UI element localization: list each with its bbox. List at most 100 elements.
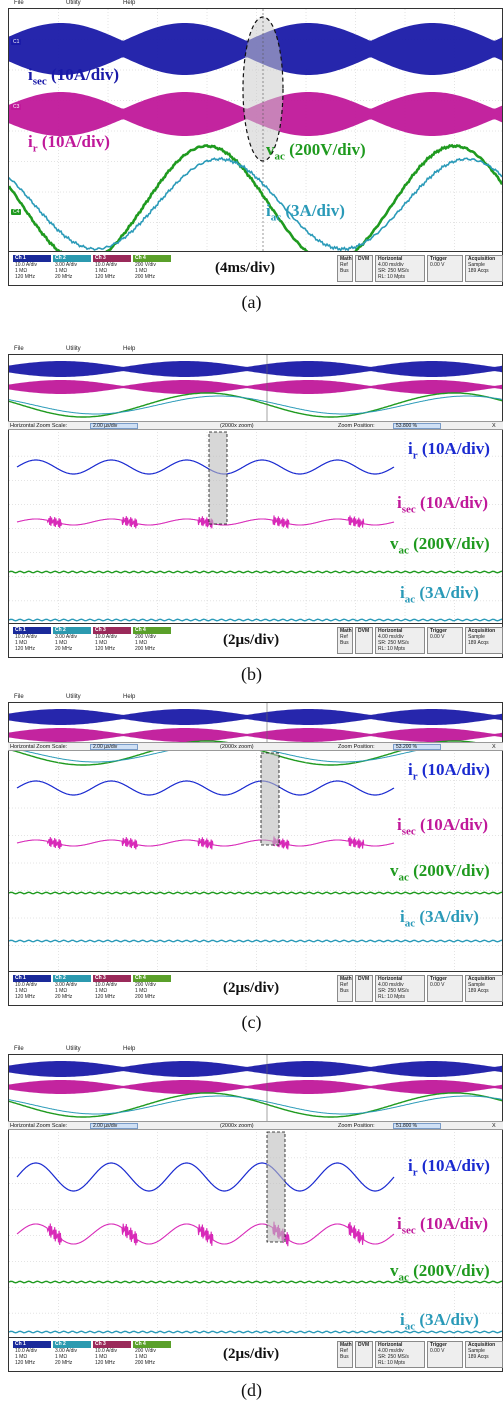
zoom-position-label: Zoom Position: xyxy=(338,423,375,429)
math-ref-bus-button-line: Math xyxy=(340,976,352,982)
channel-info-4[interactable]: Ch 4 200 V/div 1 MΩ 200 MHz xyxy=(133,255,171,283)
math-ref-bus-button-line: Math xyxy=(340,256,352,262)
zoom-scale-label: Horizontal Zoom Scale: xyxy=(10,744,68,750)
trigger-panel-line: Trigger xyxy=(430,628,447,634)
trigger-panel-line: Trigger xyxy=(430,256,447,262)
channel-info-4[interactable]: Ch 4 200 V/div 1 MΩ 200 MHz xyxy=(133,1341,171,1369)
channel-info-1[interactable]: Ch 1 10.0 A/div 1 MΩ 120 MHz xyxy=(13,627,51,655)
horizontal-panel-line: 4.00 ms/div xyxy=(378,634,404,640)
channel-bandwidth: 120 MHz xyxy=(95,274,116,280)
channel-info-3[interactable]: Ch 3 10.0 A/div 1 MΩ 120 MHz xyxy=(93,1341,131,1369)
dvm-button[interactable]: DVM xyxy=(355,1341,373,1368)
overview-vac xyxy=(9,392,502,418)
acquisition-panel[interactable]: Acquisition Sample 189 Acqs xyxy=(465,975,503,1002)
channel-info-1[interactable]: Ch 1 10.0 A/div 1 MΩ 120 MHz xyxy=(13,975,51,1003)
channel-impedance: 1 MΩ xyxy=(95,640,108,646)
channel-info-1[interactable]: Ch 1 10.0 A/div 1 MΩ 120 MHz xyxy=(13,255,51,283)
dvm-button[interactable]: DVM xyxy=(355,255,373,282)
menu-help[interactable]: Help xyxy=(123,1046,136,1052)
horizontal-panel[interactable]: Horizontal 4.00 ms/div SR: 250 MS/s RL: 10 … xyxy=(375,627,425,654)
channel-scale: 200 V/div xyxy=(135,1348,156,1354)
math-ref-bus-button[interactable]: Math Ref Bus xyxy=(337,255,353,282)
acquisition-panel[interactable]: Acquisition Sample 189 Acqs xyxy=(465,627,503,654)
zoom-scale-field[interactable]: 2.00 µs/div xyxy=(90,423,138,429)
channel-scale: 200 V/div xyxy=(135,982,156,988)
menu-file[interactable]: File xyxy=(14,0,24,6)
panel-d: File Utility Help Horizontal Zoom Scale:… xyxy=(0,1046,503,1406)
horizontal-panel-line: SR: 250 MS/s xyxy=(378,268,409,274)
menu-utility[interactable]: Utility xyxy=(66,346,81,352)
menu-file[interactable]: File xyxy=(14,694,24,700)
menu-file[interactable]: File xyxy=(14,346,24,352)
acquisition-panel[interactable]: Acquisition Sample 189 Acqs xyxy=(465,1341,503,1368)
iac-zoom-waveform xyxy=(9,939,502,943)
math-ref-bus-button-line: Ref xyxy=(340,634,348,640)
menu-help[interactable]: Help xyxy=(123,346,136,352)
vac-zoom-waveform xyxy=(9,891,502,895)
zoom-scale-field[interactable]: 2.00 µs/div xyxy=(90,1123,138,1129)
channel-scale: 10.0 A/div xyxy=(95,982,117,988)
menu-help[interactable]: Help xyxy=(123,0,136,6)
zoom-position-field[interactable]: 53.200 % xyxy=(393,744,441,750)
channel-info-2[interactable]: Ch 2 3.00 A/div 1 MΩ 20 MHz xyxy=(53,627,91,655)
zoom-position-label: Zoom Position: xyxy=(338,1123,375,1129)
channel-bandwidth: 120 MHz xyxy=(95,646,116,652)
channel-info-3[interactable]: Ch 3 10.0 A/div 1 MΩ 120 MHz xyxy=(93,627,131,655)
menu-file[interactable]: File xyxy=(14,1046,24,1052)
scope-display: C1 C3 C4 xyxy=(8,8,503,252)
zoom-scale-field[interactable]: 2.00 µs/div xyxy=(90,744,138,750)
trigger-panel[interactable]: Trigger 0.00 V xyxy=(427,255,463,282)
channel-info-4[interactable]: Ch 4 200 V/div 1 MΩ 200 MHz xyxy=(133,975,171,1003)
zoom-position-field[interactable]: 53.800 % xyxy=(393,423,441,429)
horizontal-panel-line: Horizontal xyxy=(378,256,403,262)
horizontal-panel[interactable]: Horizontal 4.00 ms/div SR: 250 MS/s RL: 10 … xyxy=(375,975,425,1002)
menu-utility[interactable]: Utility xyxy=(66,0,81,6)
dvm-button-line: DVM xyxy=(358,628,370,634)
horizontal-panel[interactable]: Horizontal 4.00 ms/div SR: 250 MS/s RL: 10 … xyxy=(375,255,425,282)
channel-info-3[interactable]: Ch 3 10.0 A/div 1 MΩ 120 MHz xyxy=(93,255,131,283)
zoom-close-button[interactable]: X xyxy=(492,1123,496,1129)
channel-scale: 3.00 A/div xyxy=(55,1348,77,1354)
dvm-button[interactable]: DVM xyxy=(355,975,373,1002)
channel-info-2[interactable]: Ch 2 3.00 A/div 1 MΩ 20 MHz xyxy=(53,975,91,1003)
channel-info-1[interactable]: Ch 1 10.0 A/div 1 MΩ 120 MHz xyxy=(13,1341,51,1369)
menu-help[interactable]: Help xyxy=(123,694,136,700)
channel-impedance: 1 MΩ xyxy=(55,268,68,274)
channel-header: Ch 1 xyxy=(13,627,51,634)
channel-impedance: 1 MΩ xyxy=(15,640,28,646)
zoom-close-button[interactable]: X xyxy=(492,744,496,750)
channel-impedance: 1 MΩ xyxy=(135,640,148,646)
channel-bandwidth: 200 MHz xyxy=(135,274,156,280)
horizontal-panel[interactable]: Horizontal 4.00 ms/div SR: 250 MS/s RL: 10 … xyxy=(375,1341,425,1368)
overview-ir xyxy=(9,1080,502,1094)
vac-zoom-waveform xyxy=(9,1280,502,1284)
iac-zoom-waveform xyxy=(9,618,502,622)
acquisition-panel[interactable]: Acquisition Sample 189 Acqs xyxy=(465,255,503,282)
math-ref-bus-button[interactable]: Math Ref Bus xyxy=(337,627,353,654)
menu-utility[interactable]: Utility xyxy=(66,694,81,700)
math-ref-bus-button[interactable]: Math Ref Bus xyxy=(337,975,353,1002)
channel-bandwidth: 20 MHz xyxy=(55,994,73,1000)
trigger-panel[interactable]: Trigger 0.00 V xyxy=(427,1341,463,1368)
zoom-position-field[interactable]: 51.800 % xyxy=(393,1123,441,1129)
trigger-panel[interactable]: Trigger 0.00 V xyxy=(427,627,463,654)
menu-utility[interactable]: Utility xyxy=(66,1046,81,1052)
zoom-close-button[interactable]: X xyxy=(492,423,496,429)
math-ref-bus-button[interactable]: Math Ref Bus xyxy=(337,1341,353,1368)
channel-info-2[interactable]: Ch 2 3.00 A/div 1 MΩ 20 MHz xyxy=(53,255,91,283)
trigger-panel[interactable]: Trigger 0.00 V xyxy=(427,975,463,1002)
horizontal-panel-line: 4.00 ms/div xyxy=(378,1348,404,1354)
channel-info-2[interactable]: Ch 2 3.00 A/div 1 MΩ 20 MHz xyxy=(53,1341,91,1369)
channel-header: Ch 2 xyxy=(53,255,91,262)
horizontal-panel-line: Horizontal xyxy=(378,1342,403,1348)
dvm-button[interactable]: DVM xyxy=(355,627,373,654)
caption-b: (b) xyxy=(241,664,262,684)
overview-ir xyxy=(9,728,502,742)
c3-marker: C3 xyxy=(11,104,22,110)
channel-info-3[interactable]: Ch 3 10.0 A/div 1 MΩ 120 MHz xyxy=(93,975,131,1003)
overview-iac xyxy=(9,1095,502,1115)
channel-info-4[interactable]: Ch 4 200 V/div 1 MΩ 200 MHz xyxy=(133,627,171,655)
channel-scale: 3.00 A/div xyxy=(55,262,77,268)
